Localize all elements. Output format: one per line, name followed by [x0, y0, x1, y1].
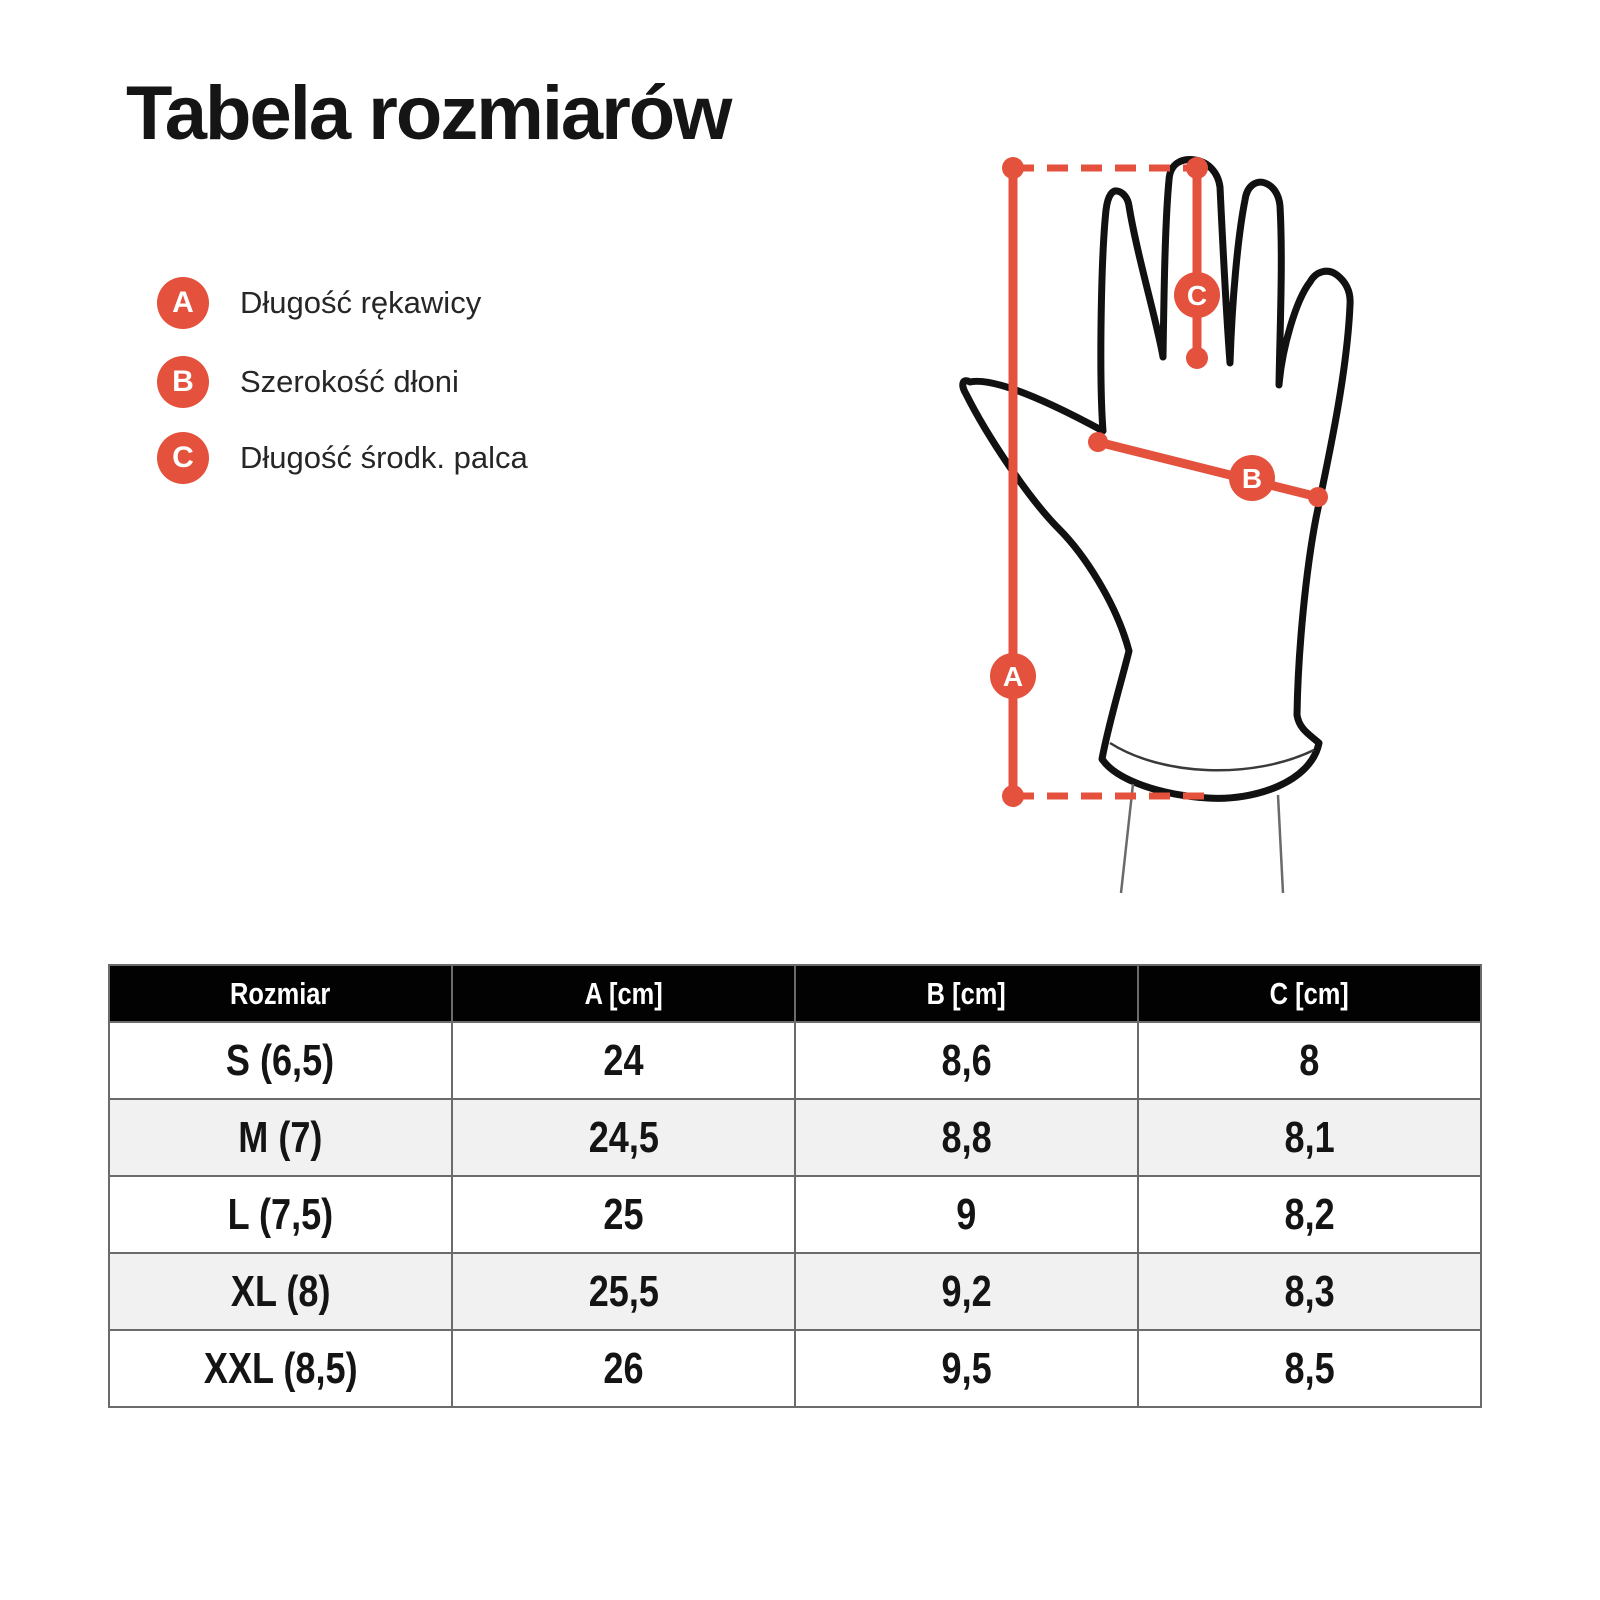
cell-b: 8,6 — [794, 1021, 1139, 1100]
cell-value: 8,3 — [1284, 1266, 1335, 1316]
cell-b: 9,2 — [794, 1252, 1139, 1331]
column-header-b-cm: B [cm] — [794, 964, 1139, 1023]
legend-label-a: Długość rękawicy — [240, 285, 482, 320]
diagram-badge-c-icon — [1174, 272, 1220, 318]
diagram-badge-a-icon — [990, 653, 1036, 699]
cell-value: 9,5 — [941, 1343, 992, 1393]
endpoint-dot — [1088, 432, 1108, 452]
cell-size: XL (8) — [108, 1252, 453, 1331]
cuff-inner-line — [1109, 741, 1315, 772]
cell-value: 8,2 — [1284, 1189, 1335, 1239]
cell-c: 8,1 — [1137, 1098, 1482, 1177]
column-header-label: B [cm] — [926, 975, 1007, 1011]
cell-c: 8 — [1137, 1021, 1482, 1100]
endpoint-dot — [1186, 347, 1208, 369]
cell-size: XXL (8,5) — [108, 1329, 453, 1408]
cell-value: 8,6 — [941, 1035, 992, 1085]
legend-label-b: Szerokość dłoni — [240, 364, 459, 399]
legend-item-b: B Szerokość dłoni — [157, 356, 459, 408]
cell-value: S (6,5) — [226, 1035, 335, 1085]
cell-value: 9 — [956, 1189, 977, 1239]
legend-item-c: C Długość środk. palca — [157, 432, 528, 484]
legend-badge-a-icon: A — [157, 277, 209, 329]
cell-value: XL (8) — [230, 1266, 331, 1316]
cell-b: 9,5 — [794, 1329, 1139, 1408]
page-title: Tabela rozmiarów — [126, 71, 732, 156]
cell-a: 25 — [451, 1175, 796, 1254]
cell-c: 8,3 — [1137, 1252, 1482, 1331]
glove-outline — [959, 156, 1354, 802]
column-header-label: A [cm] — [584, 975, 663, 1011]
cell-value: 24,5 — [588, 1112, 659, 1162]
column-header-a-cm: A [cm] — [451, 964, 796, 1023]
cell-a: 24 — [451, 1021, 796, 1100]
cell-a: 24,5 — [451, 1098, 796, 1177]
cell-value: XXL (8,5) — [203, 1343, 358, 1393]
table-row-xl: XL (8) 25,5 9,2 8,3 — [108, 1252, 1482, 1331]
cell-value: L (7,5) — [227, 1189, 334, 1239]
glove-measurement-diagram: A B C — [920, 130, 1420, 980]
cell-value: 24 — [603, 1035, 644, 1085]
endpoint-dot — [1002, 157, 1024, 179]
cell-value: 9,2 — [941, 1266, 992, 1316]
cell-value: 8,8 — [941, 1112, 992, 1162]
cell-value: 25,5 — [588, 1266, 659, 1316]
legend-item-a: A Długość rękawicy — [157, 277, 481, 329]
column-header-label: C [cm] — [1269, 975, 1350, 1011]
wrist-line-right — [1276, 794, 1285, 894]
cell-size: M (7) — [108, 1098, 453, 1177]
legend-label-c: Długość środk. palca — [240, 440, 528, 475]
size-table-header-row: Rozmiar A [cm] B [cm] C [cm] — [108, 964, 1482, 1023]
legend-badge-c-icon: C — [157, 432, 209, 484]
cell-a: 25,5 — [451, 1252, 796, 1331]
column-header-c-cm: C [cm] — [1137, 964, 1482, 1023]
cell-value: 25 — [603, 1189, 644, 1239]
cell-b: 9 — [794, 1175, 1139, 1254]
endpoint-dot — [1002, 785, 1024, 807]
measure-line-b — [1096, 437, 1320, 502]
column-header-label: Rozmiar — [230, 975, 331, 1011]
glove-diagram-svg: A B C — [959, 156, 1354, 894]
diagram-badge-b-icon — [1229, 455, 1275, 501]
endpoint-dot — [1186, 157, 1208, 179]
table-row-l: L (7,5) 25 9 8,2 — [108, 1175, 1482, 1254]
cell-size: L (7,5) — [108, 1175, 453, 1254]
endpoint-dot — [1308, 487, 1328, 507]
cell-b: 8,8 — [794, 1098, 1139, 1177]
size-table: Rozmiar A [cm] B [cm] C [cm] S (6,5) 24 … — [108, 964, 1482, 1408]
cell-value: M (7) — [238, 1112, 323, 1162]
cell-value: 8,5 — [1284, 1343, 1335, 1393]
cell-c: 8,2 — [1137, 1175, 1482, 1254]
table-row-m: M (7) 24,5 8,8 8,1 — [108, 1098, 1482, 1177]
legend-badge-b-icon: B — [157, 356, 209, 408]
table-row-xxl: XXL (8,5) 26 9,5 8,5 — [108, 1329, 1482, 1408]
cell-c: 8,5 — [1137, 1329, 1482, 1408]
wrist-line-left — [1119, 783, 1135, 894]
cell-a: 26 — [451, 1329, 796, 1408]
diagram-badge-a-label: A — [1003, 661, 1023, 692]
diagram-badge-c-label: C — [1187, 280, 1207, 311]
cell-value: 26 — [603, 1343, 644, 1393]
diagram-badge-b-label: B — [1242, 463, 1262, 494]
table-row-s: S (6,5) 24 8,6 8 — [108, 1021, 1482, 1100]
column-header-rozmiar: Rozmiar — [108, 964, 453, 1023]
cell-size: S (6,5) — [108, 1021, 453, 1100]
cell-value: 8 — [1299, 1035, 1320, 1085]
cell-value: 8,1 — [1284, 1112, 1335, 1162]
